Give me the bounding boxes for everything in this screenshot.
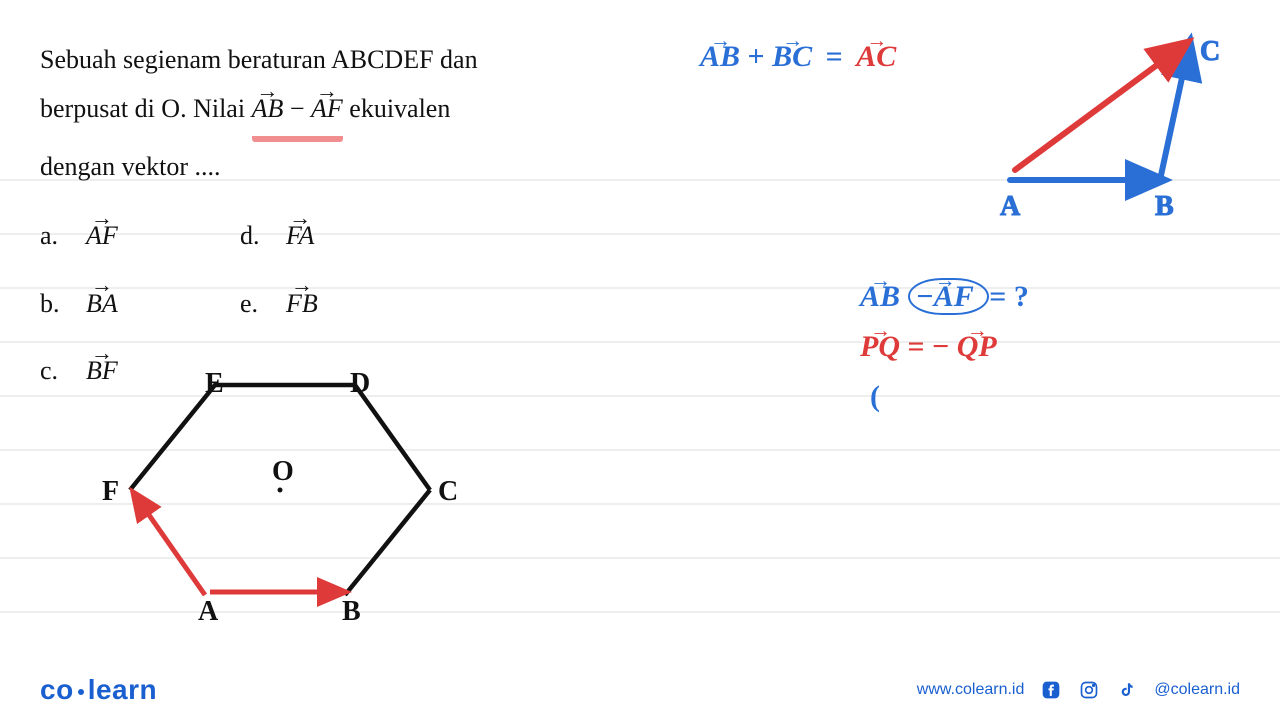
brand-logo: colearn xyxy=(40,674,157,706)
eq-negation-rule: PQ = − QP xyxy=(860,330,997,364)
footer-bar: colearn www.colearn.id @colearn.id xyxy=(0,660,1280,720)
hex-label-A: A xyxy=(198,596,219,627)
option-label: e. xyxy=(240,279,264,328)
eq2-minusAF-circled: −AF xyxy=(908,278,990,315)
tri-AC xyxy=(1015,48,1180,170)
option-label: b. xyxy=(40,279,64,328)
option-vec: BA xyxy=(86,279,118,328)
hexagon-diagram: O A B C D E F xyxy=(80,360,480,660)
eq3-mid: = − xyxy=(908,330,950,363)
footer-handle: @colearn.id xyxy=(1154,681,1240,699)
q-line2-a: berpusat di O. Nilai xyxy=(40,94,252,123)
hex-edge-BC xyxy=(345,490,430,595)
footer-right: www.colearn.id @colearn.id xyxy=(917,679,1240,701)
tri-label-A: A xyxy=(1000,191,1021,222)
option-vec: FB xyxy=(286,279,318,328)
eq2-AB: AB xyxy=(860,280,900,314)
tri-label-C: C xyxy=(1200,36,1220,67)
eq1-plus: + xyxy=(748,40,765,73)
option-vec: FA xyxy=(286,211,314,260)
vec-AF: AF xyxy=(311,84,343,133)
vec-AB: AB xyxy=(252,84,284,133)
eq2-minusAF: −AF xyxy=(916,280,974,314)
option-e: e. FB xyxy=(240,279,440,328)
option-label: c. xyxy=(40,346,64,395)
option-label: d. xyxy=(240,211,264,260)
tri-BC xyxy=(1160,50,1188,180)
eq-subtraction-question: AB −AF = ? xyxy=(860,280,1029,314)
brand-part-a: co xyxy=(40,674,74,705)
tiktok-icon xyxy=(1116,679,1138,701)
eq1-AB: AB xyxy=(700,40,740,74)
instagram-icon xyxy=(1078,679,1100,701)
scribble-mark: ( xyxy=(870,380,880,414)
eq3-PQ: PQ xyxy=(860,330,900,364)
hex-label-C: C xyxy=(438,476,458,507)
option-d: d. FA xyxy=(240,211,440,260)
brand-part-b: learn xyxy=(88,674,157,705)
option-a: a. AF xyxy=(40,211,240,260)
brand-dot-icon xyxy=(78,689,84,695)
question-line1: Sebuah segienam beraturan ABCDEF dan xyxy=(40,35,660,84)
eq2-tail: = ? xyxy=(989,280,1029,313)
question-line3: dengan vektor .... xyxy=(40,142,660,191)
option-label: a. xyxy=(40,211,64,260)
expression-underline: AB − AF xyxy=(252,84,343,141)
workings-area: AB + BC = AC A B C AB −AF = ? PQ = − xyxy=(700,30,1260,650)
q-line2-b: ekuivalen xyxy=(349,94,450,123)
vector-AF-red xyxy=(135,495,205,595)
option-vec: AF xyxy=(86,211,118,260)
eq1-BC: BC xyxy=(772,40,812,74)
hex-label-F: F xyxy=(102,476,119,507)
eq3-QP: QP xyxy=(957,330,997,364)
hex-label-O: O xyxy=(272,456,294,487)
tri-label-B: B xyxy=(1155,191,1174,222)
hex-label-D: D xyxy=(350,368,370,399)
minus-sign: − xyxy=(290,94,311,123)
hex-label-E: E xyxy=(205,368,224,399)
question-block: Sebuah segienam beraturan ABCDEF dan ber… xyxy=(40,35,660,395)
facebook-icon xyxy=(1040,679,1062,701)
question-line2: berpusat di O. Nilai AB − AF ekuivalen xyxy=(40,84,660,141)
footer-url: www.colearn.id xyxy=(917,681,1025,699)
hex-label-B: B xyxy=(342,596,361,627)
triangle-sketch: A B C xyxy=(830,30,1250,230)
option-b: b. BA xyxy=(40,279,240,328)
center-dot xyxy=(278,488,283,493)
